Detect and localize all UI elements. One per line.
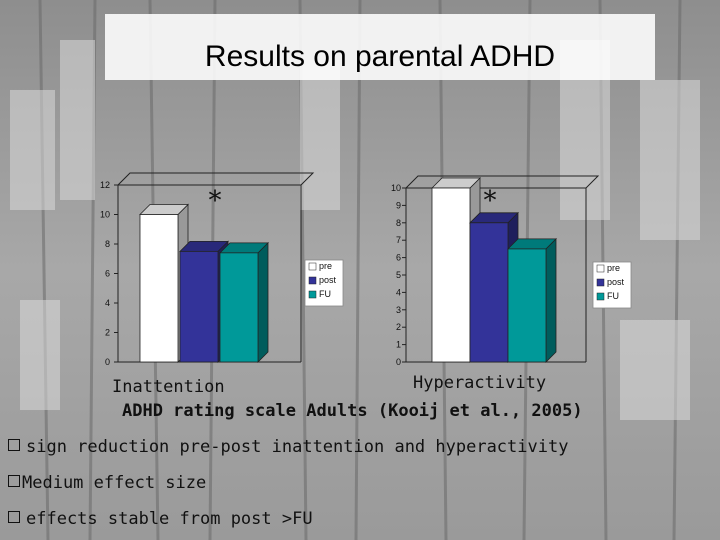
y-tick-label: 3 bbox=[396, 305, 401, 315]
legend: pre post FU bbox=[304, 259, 344, 307]
y-tick-label: 4 bbox=[396, 287, 401, 297]
chart-label-inattention: Inattention bbox=[112, 377, 225, 397]
bar-side-FU bbox=[257, 241, 269, 363]
y-tick-label: 0 bbox=[396, 357, 401, 367]
bullet-text: sign reduction pre-post inattention and … bbox=[26, 437, 569, 457]
y-tick-label: 8 bbox=[396, 218, 401, 228]
slide-title: Results on parental ADHD bbox=[204, 40, 556, 73]
bullet-1: sign reduction pre-post inattention and … bbox=[8, 437, 568, 457]
significance-star: * bbox=[209, 186, 222, 216]
y-tick-label: 4 bbox=[105, 298, 110, 308]
bullet-3: effects stable from post >FU bbox=[8, 509, 313, 529]
legend-label-pre: pre bbox=[319, 261, 332, 271]
bar-post bbox=[469, 222, 509, 363]
legend-label-FU: FU bbox=[319, 289, 331, 299]
y-tick-label: 2 bbox=[396, 322, 401, 332]
y-tick-label: 1 bbox=[396, 340, 401, 350]
y-tick-label: 9 bbox=[396, 200, 401, 210]
bar-pre bbox=[139, 214, 179, 363]
chart-frame bbox=[404, 175, 600, 189]
y-tick-label: 6 bbox=[396, 253, 401, 263]
y-tick-label: 7 bbox=[396, 235, 401, 245]
legend-label-FU: FU bbox=[607, 291, 619, 301]
legend-swatch-pre bbox=[308, 262, 317, 271]
significance-star: * bbox=[484, 186, 497, 216]
y-tick-label: 6 bbox=[105, 269, 110, 279]
inattention-chart: 0 2 4 6 8 10 12 * pre post FU bbox=[100, 172, 344, 367]
checkbox-bullet-icon bbox=[8, 475, 20, 487]
bullet-text: Medium effect size bbox=[22, 473, 207, 493]
legend-swatch-FU bbox=[308, 290, 317, 299]
title-box: Results on parental ADHD bbox=[105, 14, 655, 80]
legend-label-post: post bbox=[319, 275, 337, 285]
legend-swatch-post bbox=[596, 278, 605, 287]
chart-frame bbox=[116, 172, 315, 186]
legend-label-pre: pre bbox=[607, 263, 620, 273]
y-tick-label: 5 bbox=[396, 270, 401, 280]
caption: ADHD rating scale Adults (Kooij et al., … bbox=[122, 401, 583, 421]
bullet-text: effects stable from post >FU bbox=[26, 509, 313, 529]
y-tick-label: 12 bbox=[100, 180, 110, 190]
bar-FU bbox=[507, 248, 547, 363]
chart-label-hyperactivity: Hyperactivity bbox=[413, 373, 547, 393]
y-tick-label: 8 bbox=[105, 239, 110, 249]
legend-label-post: post bbox=[607, 277, 625, 287]
bar-FU bbox=[219, 252, 259, 363]
checkbox-bullet-icon bbox=[8, 439, 20, 451]
legend-swatch-pre bbox=[596, 264, 605, 273]
hyperactivity-chart: 0 1 2 3 4 5 6 7 8 9 10 * pre post FU bbox=[391, 175, 632, 367]
legend: pre post FU bbox=[592, 261, 632, 309]
bar-post bbox=[179, 250, 219, 363]
legend-swatch-post bbox=[308, 276, 317, 285]
y-tick-label: 0 bbox=[105, 357, 110, 367]
checkbox-bullet-icon bbox=[8, 511, 20, 523]
y-tick-label: 10 bbox=[391, 183, 401, 193]
bullet-2: Medium effect size bbox=[8, 473, 206, 493]
y-tick-label: 2 bbox=[105, 328, 110, 338]
bar-side-FU bbox=[545, 237, 557, 363]
y-tick-label: 10 bbox=[100, 210, 110, 220]
legend-swatch-FU bbox=[596, 292, 605, 301]
bar-pre bbox=[431, 187, 471, 363]
